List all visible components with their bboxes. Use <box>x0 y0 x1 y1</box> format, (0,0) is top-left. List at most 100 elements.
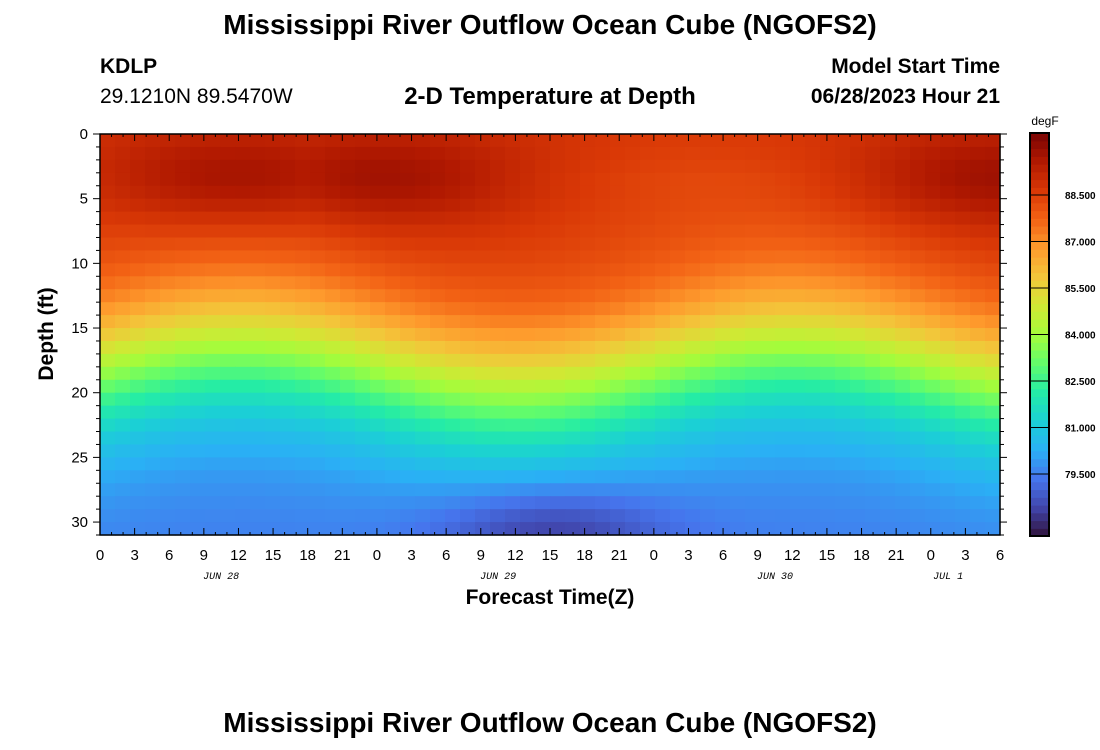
heatmap-cell <box>325 302 341 316</box>
heatmap-cell <box>295 250 311 264</box>
heatmap-cell <box>775 237 791 252</box>
heatmap-cell <box>955 315 971 329</box>
heatmap-cell <box>775 522 791 536</box>
x-tick-label: 15 <box>819 547 836 564</box>
heatmap-cell <box>985 328 1001 342</box>
heatmap-cell <box>250 366 266 381</box>
heatmap-cell <box>130 146 146 161</box>
heatmap-cell <box>280 198 296 213</box>
heatmap-cell <box>985 315 1001 329</box>
heatmap-cell <box>385 418 401 433</box>
heatmap-cell <box>625 263 641 277</box>
heatmap-cell <box>520 366 536 381</box>
heatmap-cell <box>580 302 596 316</box>
heatmap-cell <box>550 431 566 446</box>
heatmap-cell <box>835 237 851 252</box>
heatmap-cell <box>940 353 956 368</box>
heatmap-cell <box>205 198 221 213</box>
heatmap-cell <box>835 379 851 394</box>
colorbar-segment <box>1030 334 1049 343</box>
heatmap-cell <box>790 418 806 433</box>
heatmap-cell <box>130 392 146 407</box>
heatmap-cell <box>880 353 896 368</box>
heatmap-cell <box>715 276 731 290</box>
heatmap-cell <box>325 263 341 277</box>
heatmap-cell <box>670 172 686 187</box>
heatmap-cell <box>280 353 296 368</box>
heatmap-cell <box>265 444 281 458</box>
heatmap-cell <box>250 302 266 316</box>
x-tick-label: 9 <box>200 547 208 564</box>
heatmap-cell <box>715 159 731 174</box>
heatmap-cell <box>130 522 146 536</box>
heatmap-cell <box>445 496 461 510</box>
heatmap-cell <box>985 522 1001 536</box>
heatmap-cell <box>850 496 866 510</box>
heatmap-cell <box>400 496 416 510</box>
heatmap-cell <box>940 392 956 407</box>
heatmap-cell <box>685 340 701 355</box>
heatmap-cell <box>850 302 866 316</box>
heatmap-cell <box>895 237 911 252</box>
colorbar-segment <box>1030 396 1049 405</box>
heatmap-cell <box>100 159 116 174</box>
heatmap-cell <box>190 483 206 497</box>
heatmap-cell <box>460 509 476 523</box>
heatmap-cell <box>925 263 941 277</box>
heatmap-cell <box>340 263 356 277</box>
heatmap-cell <box>835 134 851 148</box>
heatmap-cell <box>730 185 746 200</box>
heatmap-cell <box>190 146 206 161</box>
heatmap-cell <box>430 172 446 187</box>
heatmap-cell <box>745 146 761 161</box>
heatmap-cell <box>235 198 251 213</box>
heatmap-cell <box>280 185 296 200</box>
heatmap-cell <box>595 392 611 407</box>
heatmap-cell <box>955 522 971 536</box>
heatmap-cell <box>190 172 206 187</box>
heatmap-cell <box>100 198 116 213</box>
heatmap-cell <box>370 457 386 471</box>
heatmap-cell <box>910 302 926 316</box>
heatmap-cell <box>325 522 341 536</box>
heatmap-cell <box>220 159 236 174</box>
heatmap-cell <box>385 405 401 420</box>
heatmap-cell <box>430 405 446 420</box>
heatmap-cell <box>325 146 341 161</box>
heatmap-cell <box>685 379 701 394</box>
heatmap-cell <box>310 418 326 433</box>
heatmap-cell <box>790 522 806 536</box>
heatmap-cell <box>865 185 881 200</box>
heatmap-cell <box>310 302 326 316</box>
heatmap-cell <box>235 340 251 355</box>
heatmap-cell <box>175 418 191 433</box>
heatmap-cell <box>130 457 146 471</box>
heatmap-cell <box>865 522 881 536</box>
heatmap-cell <box>925 134 941 148</box>
heatmap-cell <box>640 198 656 213</box>
heatmap-cell <box>325 315 341 329</box>
heatmap-cell <box>955 496 971 510</box>
heatmap-cell <box>400 431 416 446</box>
heatmap-cell <box>130 496 146 510</box>
heatmap-cell <box>880 366 896 381</box>
heatmap-cell <box>280 159 296 174</box>
heatmap-cell <box>400 315 416 329</box>
heatmap-cell <box>595 302 611 316</box>
colorbar-segment <box>1030 218 1049 227</box>
heatmap-cell <box>760 159 776 174</box>
heatmap-cell <box>235 172 251 187</box>
heatmap-cell <box>625 496 641 510</box>
colorbar-segment <box>1030 226 1049 235</box>
heatmap-cell <box>955 431 971 446</box>
heatmap-cell <box>520 509 536 523</box>
heatmap-cell <box>100 224 116 239</box>
heatmap-cell <box>475 198 491 213</box>
heatmap-cell <box>295 353 311 368</box>
heatmap-cell <box>250 483 266 497</box>
heatmap-cell <box>970 289 986 303</box>
heatmap-cell <box>145 263 161 277</box>
x-tick-label: 21 <box>888 547 905 564</box>
heatmap-cell <box>235 405 251 420</box>
heatmap-cell <box>160 172 176 187</box>
